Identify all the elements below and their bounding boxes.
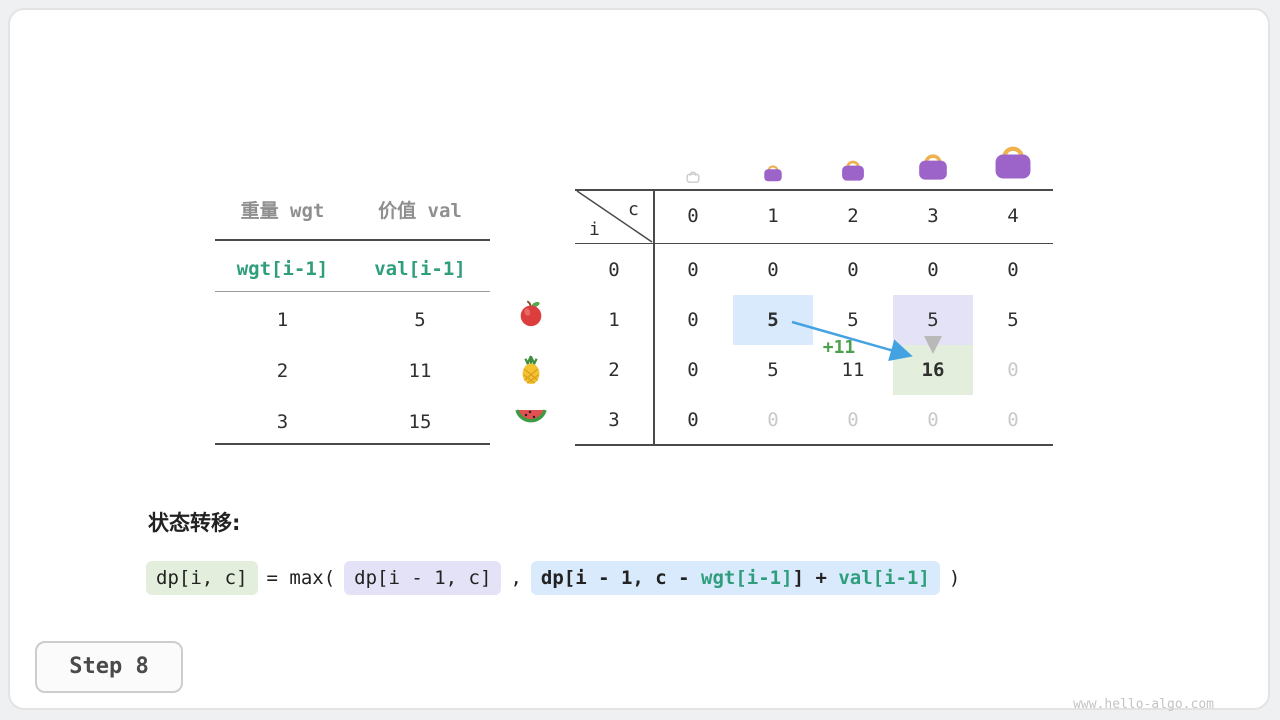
items-formula-val: val[i-1] <box>374 258 466 280</box>
formula-comma: , <box>510 567 522 589</box>
items-rule-mid <box>215 291 490 292</box>
item-row-wgt: 3 <box>276 411 289 433</box>
bag-icon-capacity-0 <box>685 168 701 188</box>
formula-option1-chip: dp[i - 1, c] <box>344 561 502 595</box>
dp-corner-row-label: i <box>589 219 600 240</box>
bag-icon-capacity-4 <box>989 136 1037 188</box>
dp-col-header: 0 <box>687 205 699 227</box>
formula-equals-max: = max( <box>266 567 336 589</box>
dp-cell-current-highlight: 16 <box>893 345 973 395</box>
item-row-wgt: 1 <box>276 309 289 331</box>
dp-cell: 0 <box>1007 409 1019 431</box>
formula-close-paren: ) <box>948 567 961 589</box>
dp-cell: 0 <box>767 259 779 281</box>
items-header-value: 价值 val <box>378 200 462 222</box>
formula-option2-chip: dp[i - 1, c - wgt[i-1]] + val[i-1] <box>530 561 940 595</box>
formula-option2-part: dp[i - 1, c - <box>540 567 702 589</box>
watermark: www.hello-algo.com <box>1073 697 1214 712</box>
dp-cell: 5 <box>767 359 779 381</box>
bag-icon-capacity-3 <box>914 146 952 188</box>
items-formula-wgt: wgt[i-1] <box>236 258 329 280</box>
bag-icon-capacity-2 <box>838 154 868 188</box>
dp-cell: 0 <box>847 259 859 281</box>
items-header-weight: 重量 wgt <box>240 200 325 222</box>
dp-rule-bottom <box>575 444 1053 446</box>
pineapple-icon <box>516 354 546 390</box>
dp-column-headers: 0 1 2 3 4 <box>653 190 1053 243</box>
dp-row-header: 3 <box>608 409 620 431</box>
item-row-val: 11 <box>408 360 432 382</box>
dp-rule-header <box>575 243 1053 244</box>
formula-lhs-chip: dp[i, c] <box>146 561 258 595</box>
step-badge: Step 8 <box>35 641 183 693</box>
state-transition-heading: 状态转移: <box>148 511 241 535</box>
dp-cell: 5 <box>847 309 859 331</box>
dp-cell: 11 <box>841 359 865 381</box>
dp-cell: 0 <box>1007 259 1019 281</box>
dp-row-header: 1 <box>608 309 620 331</box>
dp-col-header: 1 <box>767 205 779 227</box>
dp-rule-top <box>575 189 1053 191</box>
dp-rule-vertical <box>653 190 655 445</box>
dp-col-header: 2 <box>847 205 859 227</box>
item-row-val: 5 <box>414 309 426 331</box>
dp-cells-grid: 0 0 0 0 0 0 5 5 5 5 0 5 11 16 0 0 0 0 0 … <box>653 245 1053 445</box>
dp-cell: 0 <box>927 409 939 431</box>
dp-cell: 0 <box>687 309 699 331</box>
item-row-val: 15 <box>408 411 432 433</box>
state-transition-formula: dp[i, c] = max( dp[i - 1, c] , dp[i - 1,… <box>146 561 960 595</box>
formula-val-term: val[i-1] <box>838 567 930 589</box>
dp-row-headers: 0 1 2 3 <box>575 245 653 445</box>
formula-option2-part: ] + <box>792 567 839 589</box>
dp-cell: 0 <box>687 259 699 281</box>
dp-cell: 5 <box>1007 309 1019 331</box>
bag-icon-capacity-1 <box>761 160 785 188</box>
items-rule-bottom <box>215 443 490 445</box>
items-rule-top <box>215 239 490 241</box>
dp-cell: 0 <box>687 359 699 381</box>
dp-cell: 0 <box>767 409 779 431</box>
dp-cell: 0 <box>1007 359 1019 381</box>
dp-col-header: 3 <box>927 205 939 227</box>
dp-col-header: 4 <box>1007 205 1019 227</box>
dp-row-header: 0 <box>608 259 620 281</box>
formula-wgt-term: wgt[i-1] <box>701 567 793 589</box>
dp-cell-source-highlight: 5 <box>733 295 813 345</box>
dp-corner-col-label: c <box>628 199 639 220</box>
dp-row-header: 2 <box>608 359 620 381</box>
item-row-wgt: 2 <box>276 360 289 382</box>
dp-cell: 0 <box>847 409 859 431</box>
watermelon-icon <box>514 406 548 436</box>
dp-cell-above-highlight: 5 <box>893 295 973 345</box>
transition-weight-annotation: +11 <box>822 337 856 358</box>
dp-cell: 0 <box>927 259 939 281</box>
apple-icon <box>516 298 546 332</box>
dp-cell: 0 <box>687 409 699 431</box>
